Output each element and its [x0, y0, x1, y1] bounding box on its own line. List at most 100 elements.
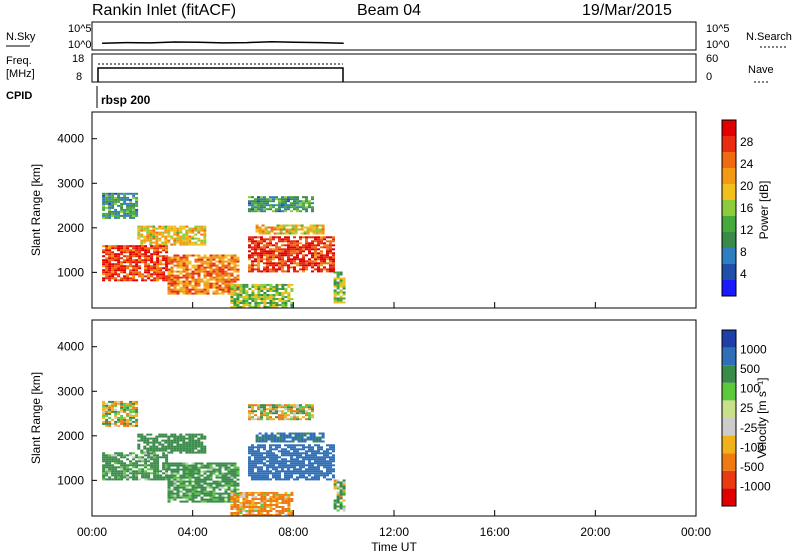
colorbar-segment	[722, 264, 736, 280]
heatmap-cell	[260, 502, 264, 504]
heatmap-cell	[221, 496, 225, 499]
heatmap-cell	[264, 436, 268, 439]
heatmap-cell	[146, 443, 150, 446]
heatmap-cell	[287, 478, 290, 481]
heatmap-cell	[236, 286, 240, 289]
heatmap-cell	[194, 280, 198, 283]
heatmap-cell	[303, 434, 307, 437]
heatmap-cell	[191, 472, 195, 475]
heatmap-cell	[321, 226, 325, 229]
power-heatmap	[102, 192, 346, 308]
heatmap-cell	[251, 408, 254, 411]
heatmap-cell	[300, 432, 304, 435]
heatmap-cell	[290, 474, 293, 477]
heatmap-cell	[284, 460, 287, 463]
heatmap-cell	[150, 468, 154, 471]
heatmap-cell	[251, 462, 254, 465]
heatmap-cell	[129, 410, 133, 413]
heatmap-cell	[117, 216, 121, 219]
heatmap-cell	[129, 198, 133, 201]
heatmap-cell	[150, 247, 154, 250]
heatmap-cell	[342, 505, 346, 508]
heatmap-cell	[314, 476, 317, 479]
heatmap-cell	[191, 243, 195, 246]
heatmap-cell	[281, 248, 284, 251]
heatmap-cell	[173, 435, 177, 438]
heatmap-cell	[339, 491, 343, 494]
heatmap-cell	[129, 402, 133, 405]
heatmap-cell	[305, 202, 308, 205]
heatmap-cell	[332, 270, 335, 273]
heatmap-cell	[132, 253, 136, 256]
heatmap-cell	[105, 468, 109, 471]
heatmap-cell	[245, 502, 249, 504]
heatmap-cell	[203, 254, 207, 257]
heatmap-cell	[188, 262, 192, 265]
heatmap-cell	[179, 437, 183, 440]
heatmap-cell	[120, 472, 124, 475]
heatmap-cell	[135, 460, 139, 463]
heatmap-cell	[311, 270, 314, 273]
heatmap-cell	[105, 478, 109, 481]
heatmap-cell	[266, 244, 269, 247]
heatmap-cell	[251, 283, 255, 286]
heatmap-cell	[206, 274, 210, 277]
heatmap-cell	[182, 482, 186, 485]
heatmap-cell	[251, 254, 254, 257]
heatmap-cell	[123, 267, 127, 270]
heatmap-cell	[308, 464, 311, 467]
heatmap-cell	[278, 466, 281, 469]
heatmap-cell	[305, 244, 308, 247]
heatmap-cell	[257, 236, 260, 239]
heatmap-cell	[224, 266, 228, 269]
heatmap-cell	[188, 476, 192, 479]
heatmap-cell	[170, 256, 174, 259]
heatmap-cell	[224, 496, 228, 499]
heatmap-cell	[281, 450, 284, 453]
heatmap-cell	[209, 486, 213, 489]
heatmap-cell	[266, 290, 270, 292]
heatmap-cell	[102, 416, 106, 419]
heatmap-cell	[248, 306, 252, 308]
heatmap-cell	[156, 464, 160, 467]
heatmap-cell	[302, 472, 305, 475]
heatmap-cell	[260, 498, 264, 500]
heatmap-cell	[272, 466, 275, 469]
heatmap-cell	[182, 443, 186, 446]
heatmap-cell	[120, 261, 124, 264]
heatmap-cell	[329, 262, 332, 265]
heatmap-cell	[120, 400, 124, 403]
heatmap-cell	[158, 435, 162, 438]
heatmap-cell	[269, 242, 272, 245]
heatmap-cell	[167, 262, 171, 265]
heatmap-cell	[135, 408, 139, 411]
heatmap-cell	[224, 482, 228, 485]
heatmap-cell	[311, 462, 314, 465]
heatmap-cell	[296, 456, 299, 459]
heatmap-cell	[254, 294, 258, 296]
heatmap-cell	[278, 418, 281, 421]
heatmap-cell	[188, 254, 192, 257]
heatmap-cell	[144, 279, 148, 282]
heatmap-cell	[251, 306, 255, 308]
heatmap-cell	[281, 454, 284, 457]
heatmap-cell	[173, 445, 177, 448]
heatmap-cell	[296, 200, 299, 203]
heatmap-cell	[251, 236, 254, 239]
heatmap-cell	[221, 288, 225, 291]
heatmap-cell	[263, 262, 266, 265]
heatmap-cell	[284, 414, 287, 417]
heatmap-cell	[203, 270, 207, 273]
colorbar-tick-label: 500	[740, 362, 760, 376]
heatmap-cell	[269, 508, 273, 510]
heatmap-cell	[176, 233, 180, 236]
heatmap-cell	[132, 194, 136, 197]
heatmap-cell	[339, 503, 343, 506]
heatmap-cell	[242, 510, 246, 512]
heatmap-cell	[161, 449, 165, 452]
heatmap-cell	[251, 290, 255, 292]
heatmap-cell	[132, 410, 136, 413]
heatmap-cell	[254, 240, 257, 243]
heatmap-cell	[114, 470, 118, 473]
heatmap-cell	[123, 462, 127, 465]
